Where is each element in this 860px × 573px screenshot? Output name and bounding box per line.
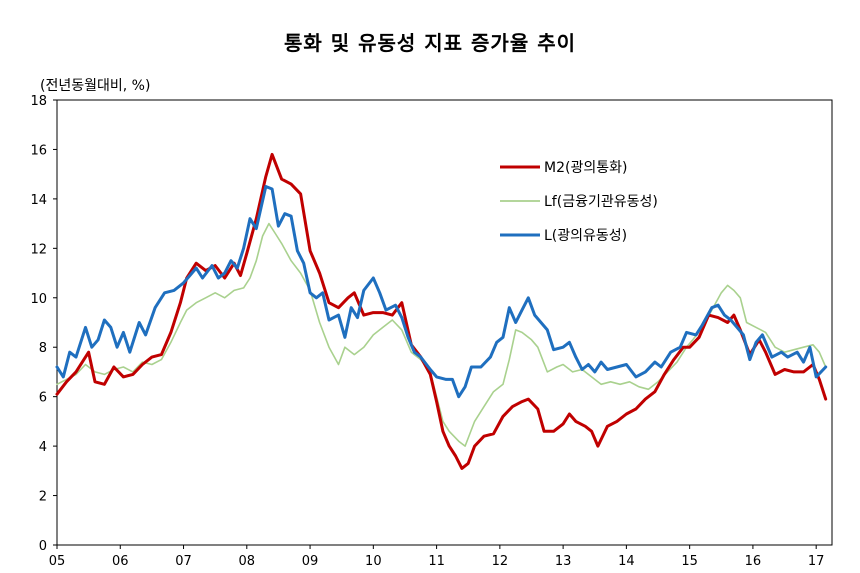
x-tick-label: 16 <box>745 554 762 569</box>
chart-title: 통화 및 유동성 지표 증가율 추이 <box>283 31 576 55</box>
x-tick-label: 15 <box>681 554 698 569</box>
y-tick-label: 0 <box>39 539 47 554</box>
x-tick-label: 07 <box>175 554 192 569</box>
x-tick-label: 08 <box>239 554 256 569</box>
x-tick-label: 14 <box>618 554 635 569</box>
x-axis: 05 06 07 08 09 10 11 12 13 14 15 16 17 <box>49 545 825 569</box>
legend-label-1: Lf(금융기관유동성) <box>544 194 658 210</box>
y-tick-label: 10 <box>30 292 47 307</box>
x-tick-label: 06 <box>112 554 129 569</box>
series-lines <box>55 152 828 470</box>
series-line-1 <box>56 222 827 447</box>
legend: M2(광의통화) Lf(금융기관유동성) L(광의유동성) <box>500 160 658 244</box>
plot-area-frame <box>56 99 833 546</box>
series-line-0 <box>55 152 828 470</box>
y-tick-label: 4 <box>39 440 47 455</box>
x-tick-label: 11 <box>428 554 445 569</box>
legend-label-2: L(광의유동성) <box>544 228 627 244</box>
y-tick-label: 6 <box>39 391 47 406</box>
x-tick-label: 13 <box>555 554 572 569</box>
x-tick-label: 05 <box>49 554 66 569</box>
y-tick-label: 2 <box>39 490 47 505</box>
series-line-2 <box>55 185 828 399</box>
x-tick-label: 17 <box>808 554 825 569</box>
x-tick-label: 12 <box>492 554 509 569</box>
y-axis-unit-label: (전년동월대비, %) <box>40 78 151 94</box>
y-tick-label: 18 <box>30 94 47 109</box>
y-tick-label: 8 <box>39 341 47 356</box>
y-tick-label: 12 <box>30 242 47 257</box>
y-axis: 0 2 4 6 8 10 12 14 16 18 <box>30 94 57 554</box>
legend-label-0: M2(광의통화) <box>544 160 627 176</box>
y-tick-label: 16 <box>30 143 47 158</box>
x-tick-label: 10 <box>365 554 382 569</box>
x-tick-label: 09 <box>302 554 319 569</box>
y-tick-label: 14 <box>30 193 47 208</box>
